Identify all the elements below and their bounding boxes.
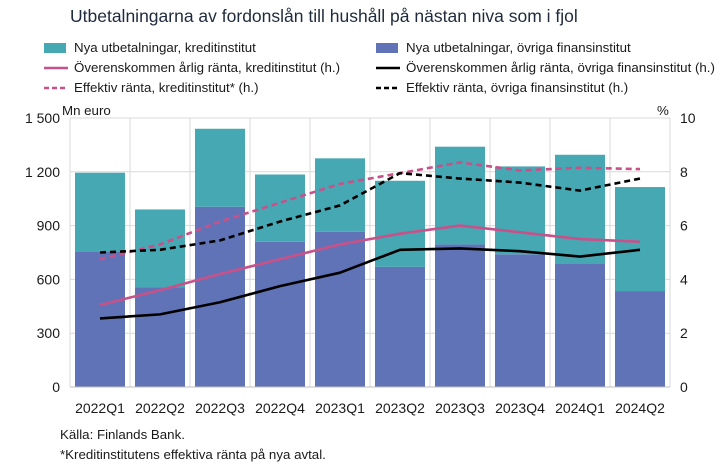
bar-segment [75,251,125,387]
left-tick-label: 1 200 [25,164,60,180]
legend-item-blue: Nya utbetalningar, övriga finansinstitut [376,40,631,55]
bar-segment [495,166,545,255]
x-tick-label: 2024Q2 [615,400,665,416]
x-tick-label: 2022Q4 [255,400,305,416]
right-tick-label: 8 [680,164,688,180]
legend-label: Effektiv ränta, övriga finansinstitut (h… [406,80,629,95]
bar-segment [555,154,605,264]
x-tick-label: 2022Q1 [75,400,125,416]
legend-label: Nya utbetalningar, övriga finansinstitut [406,40,631,55]
legend-line-black-solid [376,66,400,69]
right-tick-label: 6 [680,218,688,234]
right-tick-label: 2 [680,325,688,341]
left-tick-label: 1 500 [25,110,60,126]
x-tick-label: 2023Q3 [435,400,485,416]
left-tick-label: 600 [37,271,61,287]
legend-label: Nya utbetalningar, kreditinstitut [74,40,256,55]
bar-segment [135,287,185,387]
bar-segment [315,231,365,387]
x-tick-label: 2023Q4 [495,400,545,416]
bar-segment [435,244,485,387]
right-tick-label: 0 [680,379,688,395]
series-line [99,247,641,320]
source-note: Källa: Finlands Bank. [60,427,185,442]
bar-segment [375,266,425,387]
legend-item-magenta-dashed: Effektiv ränta, kreditinstitut* (h.) [44,80,259,95]
bar-segment [255,241,305,387]
right-tick-label: 4 [680,271,688,287]
legend-line-black-dashed [376,86,400,89]
left-tick-label: 900 [37,218,61,234]
series-line [99,171,641,254]
series-line [99,161,641,261]
bar-segment [495,254,545,387]
legend-item-black-dashed: Effektiv ränta, övriga finansinstitut (h… [376,80,628,95]
chart-title: Utbetalningarna av fordonslån till hushå… [70,6,578,26]
left-tick-label: 0 [52,379,60,395]
legend-swatch-teal [44,42,66,53]
footnote: *Kreditinstitutens effektiva ränta på ny… [60,447,326,462]
left-axis-unit: Mn euro [62,103,111,118]
bar-segment [315,158,365,232]
right-axis-unit: % [657,103,669,118]
legend-item-teal: Nya utbetalningar, kreditinstitut [44,40,256,55]
bar-segment [615,291,665,387]
legend-swatch-blue [376,42,398,53]
legend-line-magenta-solid [44,66,68,69]
legend-label: Överenskommen årlig ränta, kreditinstitu… [74,60,341,75]
right-tick-label: 10 [680,110,696,126]
left-tick-label: 300 [37,325,61,341]
legend-item-black-solid: Överenskommen årlig ränta, övriga finans… [376,60,715,75]
x-tick-label: 2023Q1 [315,400,365,416]
series-line [99,224,641,307]
legend-label: Överenskommen årlig ränta, övriga finans… [406,60,715,75]
bar-segment [375,180,425,267]
bar-segment [555,263,605,387]
bar-segment [195,128,245,207]
x-tick-label: 2022Q3 [195,400,245,416]
x-tick-label: 2022Q2 [135,400,185,416]
x-tick-label: 2024Q1 [555,400,605,416]
bar-segment [615,187,665,292]
legend-line-magenta-dashed [44,86,68,89]
x-tick-label: 2023Q2 [375,400,425,416]
legend-label: Effektiv ränta, kreditinstitut* (h.) [74,80,259,95]
bar-segment [75,172,125,252]
legend-item-magenta-solid: Överenskommen årlig ränta, kreditinstitu… [44,60,340,75]
